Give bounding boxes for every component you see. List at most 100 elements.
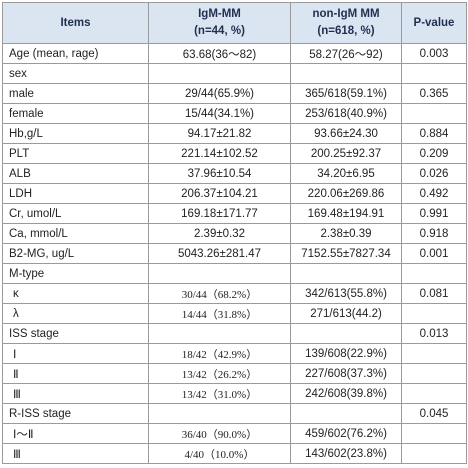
table-cell: Cr, umol/L <box>2 203 149 224</box>
table-cell: 4/40（10.0%） <box>148 443 291 464</box>
table-cell: sex <box>2 63 149 84</box>
table-cell: λ <box>2 303 149 324</box>
table-cell: 0.209 <box>401 143 467 164</box>
table-cell: female <box>2 103 149 124</box>
table-cell: 342/613(55.8%) <box>290 283 402 304</box>
table-cell: 169.48±194.91 <box>290 203 402 224</box>
table-cell: 200.25±92.37 <box>290 143 402 164</box>
table-cell: Ⅰ～Ⅱ <box>2 423 149 444</box>
table-row: female 15/44(34.1%) 253/618(40.9%) <box>2 103 467 124</box>
table-row: λ 14/44（31.8%） 271/613(44.2) <box>2 303 467 324</box>
table-cell: 5043.26±281.47 <box>148 243 291 264</box>
table-cell <box>148 403 291 424</box>
table-cell: LDH <box>2 183 149 204</box>
table-row: Ⅲ 13/42（31.0%） 242/608(39.8%) <box>2 383 467 404</box>
table-row: PLT 221.14±102.52 200.25±92.37 0.209 <box>2 143 467 164</box>
table-cell: 13/42（31.0%） <box>148 383 291 404</box>
table-row: ISS stage 0.013 <box>2 323 467 344</box>
table-cell: B2-MG, ug/L <box>2 243 149 264</box>
table-cell: 2.38±0.39 <box>290 223 402 244</box>
table-body: Age (mean, rage) 63.68(36～82) 58.27(26～92)… <box>2 43 467 464</box>
header-title: non-IgM MM <box>312 8 380 20</box>
table-cell: 18/42（42.9%） <box>148 343 291 364</box>
table-row: Ⅱ 13/42（26.2%） 227/608(37.3%) <box>2 363 467 384</box>
table-cell: 365/618(59.1%) <box>290 83 402 104</box>
table-cell: 253/618(40.9%) <box>290 103 402 124</box>
table-cell: 37.96±10.54 <box>148 163 291 184</box>
table-cell <box>401 423 467 444</box>
table-cell: 242/608(39.8%) <box>290 383 402 404</box>
table-row: Cr, umol/L 169.18±171.77 169.48±194.91 0.99… <box>2 203 467 224</box>
table-cell <box>290 323 402 344</box>
table-cell: 58.27(26～92) <box>290 43 402 64</box>
table-cell <box>401 63 467 84</box>
table-cell: 0.001 <box>401 243 467 264</box>
table-cell: 94.17±21.82 <box>148 123 291 144</box>
header-subtitle: (n=44, %) <box>194 25 245 37</box>
table-cell: 0.013 <box>401 323 467 344</box>
table-cell: 0.991 <box>401 203 467 224</box>
table-row: Ⅲ 4/40（10.0%） 143/602(23.8%) <box>2 443 467 464</box>
table-cell: 14/44（31.8%） <box>148 303 291 324</box>
table-cell: 7152.55±7827.34 <box>290 243 402 264</box>
table-cell: Ⅲ <box>2 443 149 464</box>
header-title: P-value <box>413 16 455 29</box>
header-cell: IgM-MM (n=44, %) <box>148 2 291 44</box>
table-cell: 13/42（26.2%） <box>148 363 291 384</box>
table-cell: κ <box>2 283 149 304</box>
table-cell: Ca, mmol/L <box>2 223 149 244</box>
table-cell: 206.37±104.21 <box>148 183 291 204</box>
table-cell: 2.39±0.32 <box>148 223 291 244</box>
table-cell <box>401 443 467 464</box>
table-cell <box>290 263 402 284</box>
table-row: Ⅰ 18/42（42.9%） 139/608(22.9%) <box>2 343 467 364</box>
table-cell: ALB <box>2 163 149 184</box>
table-cell: Hb,g/L <box>2 123 149 144</box>
table-cell: Ⅰ <box>2 343 149 364</box>
table-cell: 0.003 <box>401 43 467 64</box>
header-cell: P-value <box>401 2 467 44</box>
header-title: IgM-MM <box>198 8 241 20</box>
table-cell: 34.20±6.95 <box>290 163 402 184</box>
table-cell: 30/44（68.2%） <box>148 283 291 304</box>
table-cell: 143/602(23.8%) <box>290 443 402 464</box>
table-row: Ca, mmol/L 2.39±0.32 2.38±0.39 0.918 <box>2 223 467 244</box>
table-row: Age (mean, rage) 63.68(36～82) 58.27(26～92)… <box>2 43 467 64</box>
table-row: Ⅰ～Ⅱ 36/40（90.0%） 459/602(76.2%) <box>2 423 467 444</box>
table-cell: 0.026 <box>401 163 467 184</box>
table-row: ALB 37.96±10.54 34.20±6.95 0.026 <box>2 163 467 184</box>
table-cell: 227/608(37.3%) <box>290 363 402 384</box>
table-cell: 0.884 <box>401 123 467 144</box>
table-cell: 221.14±102.52 <box>148 143 291 164</box>
table-cell: 0.492 <box>401 183 467 204</box>
table-cell: 93.66±24.30 <box>290 123 402 144</box>
table-cell: Age (mean, rage) <box>2 43 149 64</box>
table-row: B2-MG, ug/L 5043.26±281.47 7152.55±7827.34… <box>2 243 467 264</box>
table-row: R-ISS stage 0.045 <box>2 403 467 424</box>
header-cell: Items <box>2 2 149 44</box>
table-cell: 15/44(34.1%) <box>148 103 291 124</box>
table-cell <box>148 63 291 84</box>
table-cell <box>401 303 467 324</box>
table-cell <box>148 323 291 344</box>
table-cell <box>401 103 467 124</box>
table-cell: 0.918 <box>401 223 467 244</box>
table-cell: R-ISS stage <box>2 403 149 424</box>
table-cell: Ⅲ <box>2 383 149 404</box>
table-cell <box>290 403 402 424</box>
table-cell: 220.06±269.86 <box>290 183 402 204</box>
table-cell: male <box>2 83 149 104</box>
header-cell: non-IgM MM (n=618, %) <box>290 2 402 44</box>
table-cell: M-type <box>2 263 149 284</box>
table-cell: 29/44(65.9%) <box>148 83 291 104</box>
table-row: male 29/44(65.9%) 365/618(59.1%) 0.365 <box>2 83 467 104</box>
table-cell <box>290 63 402 84</box>
table-cell <box>401 383 467 404</box>
table-cell: 271/613(44.2) <box>290 303 402 324</box>
table-cell: Ⅱ <box>2 363 149 384</box>
table-row: sex <box>2 63 467 84</box>
table-cell: 459/602(76.2%) <box>290 423 402 444</box>
table-header: Items IgM-MM (n=44, %) non-IgM MM (n=618, %)… <box>2 2 467 44</box>
